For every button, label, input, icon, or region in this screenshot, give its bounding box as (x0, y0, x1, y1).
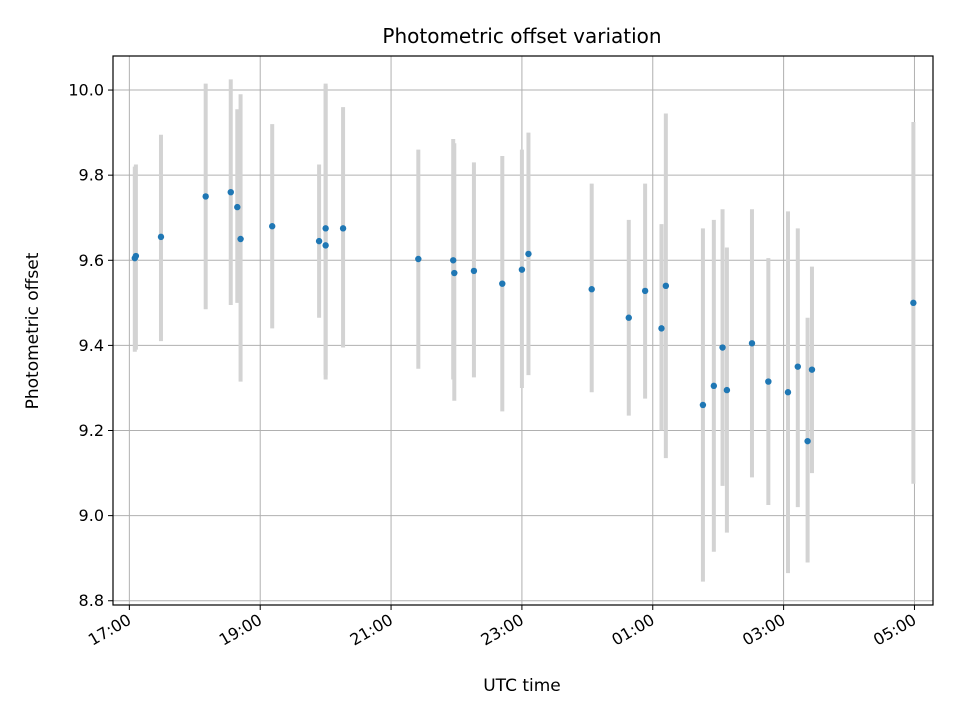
data-point (794, 363, 801, 370)
data-point (202, 193, 209, 200)
data-point (784, 389, 792, 396)
data-point (518, 266, 526, 273)
data-point (415, 255, 422, 263)
data-point (234, 203, 241, 211)
data-point (625, 314, 632, 321)
axes-frame (112, 55, 934, 606)
y-tick-label: 9.2 (79, 421, 104, 440)
data-point (499, 280, 506, 287)
data-point (470, 267, 478, 275)
data-point (157, 233, 165, 241)
data-points (131, 188, 917, 445)
y-tick-label: 9.6 (79, 251, 104, 270)
data-point (227, 188, 234, 196)
data-point (808, 366, 816, 373)
data-point (269, 223, 276, 230)
data-point (322, 242, 329, 249)
data-point (804, 437, 811, 445)
data-point (237, 235, 244, 243)
data-point (910, 299, 917, 307)
y-axis-label: Photometric offset (23, 252, 43, 409)
data-point (662, 282, 670, 290)
data-point (710, 382, 718, 390)
x-axis-label: UTC time (483, 676, 561, 696)
data-point (525, 250, 532, 258)
chart-title: Photometric offset variation (382, 24, 661, 48)
data-point (699, 401, 707, 409)
data-point (723, 386, 731, 394)
data-point (451, 269, 458, 277)
data-point (765, 378, 772, 385)
y-tick-label: 9.8 (79, 166, 104, 185)
y-tick-label: 10.0 (68, 81, 104, 100)
data-point (588, 286, 595, 293)
data-point (315, 237, 323, 245)
y-tick-label: 9.0 (79, 506, 104, 525)
data-point (658, 325, 665, 332)
y-tick-label: 8.8 (79, 591, 104, 610)
data-point (322, 225, 329, 232)
data-point (641, 287, 649, 295)
data-point (339, 225, 347, 232)
data-point (132, 252, 140, 260)
data-point (719, 344, 726, 351)
y-axis-ticks: 8.8 9.0 9.2 9.4 9.6 9.8 10.0 (68, 81, 113, 610)
y-tick-label: 9.4 (79, 336, 104, 355)
data-point (450, 257, 457, 264)
data-point (748, 340, 756, 347)
